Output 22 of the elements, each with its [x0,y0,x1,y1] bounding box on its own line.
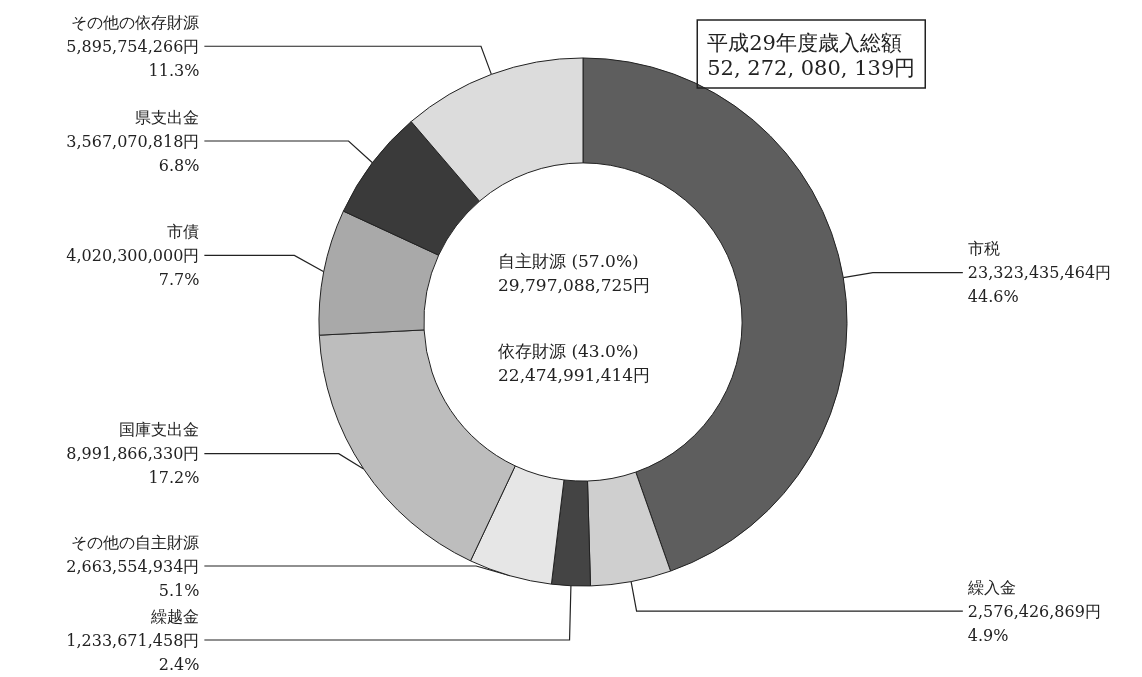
data-label: 2,663,554,934円 5.1% [66,556,200,600]
slice-label: 繰入金 [966,577,1016,597]
text: 22,474,991,414円 [498,364,651,385]
text: 自主財源 (57.0%) [498,250,639,271]
slice-label: 県支出金 [135,107,200,127]
text: 平成29年度歳入総額 [707,30,902,55]
text: 52, 272, 080, 139円 [707,55,916,80]
slice-label: 市税 [967,239,1000,259]
slice-label: その他の自主財源 [71,532,200,552]
data-label: 8,991,866,330円 17.2% [66,444,200,488]
data-label: 2,576,426,869円 4.9% [967,601,1101,645]
data-label: 4,020,300,000円 7.7% [66,245,200,289]
data-label: 23,323,435,464円 44.6% [967,263,1112,307]
slice-label: その他の依存財源 [71,12,200,32]
data-label: 3,567,070,818円 6.8% [66,131,200,175]
data-label: 1,233,671,458円 2.4% [66,630,200,674]
slice-label: 国庫支出金 [119,420,200,440]
text: 29,797,088,725円 [498,274,651,295]
text: 依存財源 (43.0%) [498,340,639,361]
slice-label: 市債 [167,221,200,241]
slice-label: 繰越金 [150,606,200,626]
data-label: 5,895,754,266円 11.3% [66,36,200,80]
